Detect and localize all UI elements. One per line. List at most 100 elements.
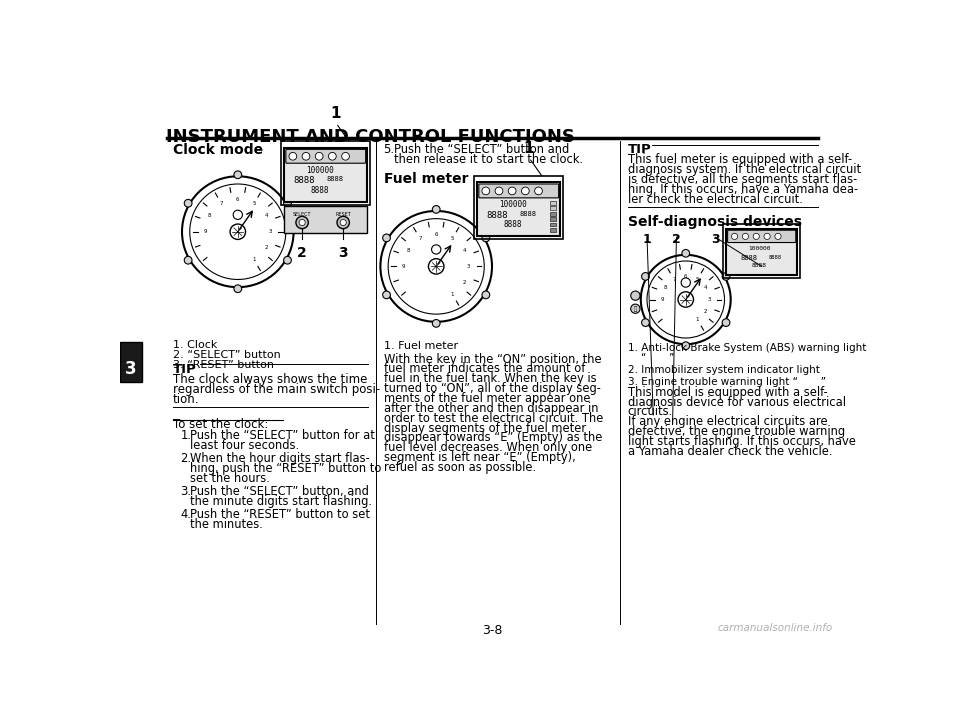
Text: To set the clock:: To set the clock: [173,418,268,431]
Circle shape [328,152,336,160]
Text: 1: 1 [696,317,699,322]
Text: 100000: 100000 [748,246,771,251]
Text: is defective, all the segments start flas-: is defective, all the segments start fla… [628,173,857,187]
Circle shape [732,234,737,239]
Circle shape [302,152,310,160]
Text: 2.: 2. [180,452,191,465]
Text: 8888: 8888 [294,177,315,185]
Text: tion.: tion. [173,393,200,406]
Circle shape [775,234,781,239]
Text: 3.: 3. [180,485,191,498]
Text: 2: 2 [463,280,467,285]
Text: 1. Anti-lock Brake System (ABS) warning light: 1. Anti-lock Brake System (ABS) warning … [628,343,866,353]
Circle shape [722,319,730,326]
Circle shape [432,320,440,328]
Text: 5: 5 [451,236,454,241]
Text: TIP: TIP [173,362,197,376]
Text: refuel as soon as possible.: refuel as soon as possible. [383,461,536,474]
Circle shape [482,291,490,299]
Circle shape [184,199,192,207]
Text: The clock always shows the time: The clock always shows the time [173,372,367,386]
Text: 8: 8 [664,286,667,290]
Circle shape [432,206,440,214]
Text: This fuel meter is equipped with a self-: This fuel meter is equipped with a self- [628,153,852,166]
Circle shape [283,199,291,207]
Circle shape [682,249,689,257]
Text: ments of the fuel meter appear one: ments of the fuel meter appear one [383,392,590,405]
Text: 1: 1 [451,292,454,297]
Text: display segments of the fuel meter: display segments of the fuel meter [383,422,586,434]
Text: ⚿: ⚿ [634,306,637,312]
Text: regardless of the main switch posi-: regardless of the main switch posi- [173,382,380,396]
Circle shape [631,291,640,300]
Circle shape [337,216,349,229]
Circle shape [764,234,770,239]
Text: 8888: 8888 [520,211,537,217]
Text: diagnosis system. If the electrical circuit: diagnosis system. If the electrical circ… [628,163,861,176]
Text: 4: 4 [704,286,708,290]
Circle shape [184,256,192,264]
Text: 8888: 8888 [311,186,329,194]
Bar [550,201,557,205]
Text: carmanualsonline.info: carmanualsonline.info [718,623,833,633]
Text: hing. If this occurs, have a Yamaha dea-: hing. If this occurs, have a Yamaha dea- [628,183,857,197]
Text: order to test the electrical circuit. The: order to test the electrical circuit. Th… [383,412,603,425]
Text: TIP: TIP [628,143,652,156]
Circle shape [482,234,490,242]
Circle shape [383,234,391,242]
Text: least four seconds.: least four seconds. [190,439,299,452]
Text: 9: 9 [204,229,207,234]
Text: Push the “RESET” button to set: Push the “RESET” button to set [190,508,370,521]
Text: segment is left near “E” (Empty),: segment is left near “E” (Empty), [383,451,575,464]
Text: 8: 8 [208,213,211,218]
Text: hing, push the “RESET” button to: hing, push the “RESET” button to [190,462,381,475]
FancyBboxPatch shape [120,342,142,382]
Text: 4: 4 [264,213,268,218]
Text: RESET: RESET [335,212,351,217]
Text: the minute digits start flashing.: the minute digits start flashing. [190,495,372,508]
Text: 6: 6 [435,231,438,236]
Text: then release it to start the clock.: then release it to start the clock. [395,153,584,166]
Text: 8888: 8888 [768,255,781,260]
FancyBboxPatch shape [477,182,561,236]
Bar [550,211,557,216]
Text: When the hour digits start flas-: When the hour digits start flas- [190,452,370,465]
Circle shape [340,219,347,226]
Text: Push the “SELECT” button, and: Push the “SELECT” button, and [190,485,369,498]
Text: 1: 1 [523,140,534,155]
Circle shape [296,216,308,229]
Text: 3. Engine trouble warning light “       ”: 3. Engine trouble warning light “ ” [628,377,826,387]
Circle shape [631,304,640,313]
FancyBboxPatch shape [284,206,368,233]
FancyBboxPatch shape [479,184,559,198]
Bar [550,217,557,221]
Text: 2. “SELECT” button: 2. “SELECT” button [173,350,280,360]
Circle shape [299,219,305,226]
Text: the minutes.: the minutes. [190,518,263,531]
Text: 8888: 8888 [740,255,757,261]
Text: 3: 3 [711,234,719,246]
Circle shape [289,152,297,160]
Text: 1: 1 [252,257,255,262]
Text: 3: 3 [338,246,348,260]
Text: 3. “RESET” button: 3. “RESET” button [173,360,274,370]
Text: 7: 7 [419,236,421,241]
FancyBboxPatch shape [728,230,796,243]
Text: If any engine electrical circuits are: If any engine electrical circuits are [628,415,828,429]
Text: 8: 8 [406,248,410,253]
Circle shape [682,342,689,350]
Text: 2: 2 [264,246,268,251]
Text: diagnosis device for various electrical: diagnosis device for various electrical [628,396,846,409]
Circle shape [641,273,649,281]
Text: 100000: 100000 [306,165,334,174]
FancyBboxPatch shape [284,148,368,201]
Text: 3: 3 [467,264,470,269]
Text: Fuel meter: Fuel meter [383,172,468,186]
Text: Push the “SELECT” button and: Push the “SELECT” button and [395,143,569,156]
Text: 3: 3 [708,297,710,302]
Circle shape [283,256,291,264]
Text: 1.: 1. [180,429,191,442]
Circle shape [383,291,391,299]
Text: 4.: 4. [180,508,191,521]
Text: after the other and then disappear in: after the other and then disappear in [383,402,598,415]
